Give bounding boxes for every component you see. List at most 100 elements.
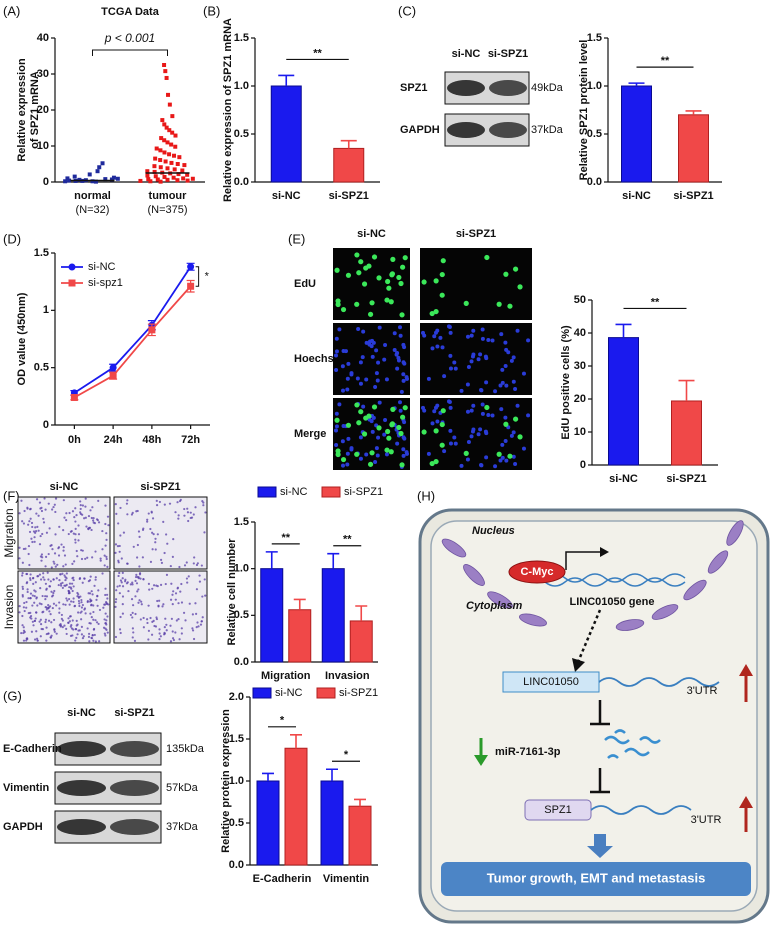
bar: [333, 147, 365, 183]
point: [171, 175, 176, 180]
micrograph: [333, 248, 410, 320]
cell: [194, 506, 197, 509]
cell: [70, 600, 73, 603]
cell: [158, 599, 161, 602]
inhibit: [590, 768, 610, 794]
cell: [154, 541, 157, 544]
cell: [176, 501, 179, 504]
cell: [29, 578, 32, 582]
cell: [48, 610, 51, 613]
cell: [52, 602, 56, 605]
column-label: si-SPZ1: [456, 228, 496, 240]
cell: [39, 635, 42, 638]
size-label: 37kDa: [531, 124, 564, 136]
cell: [158, 638, 161, 641]
edu-cell: [335, 298, 341, 304]
cell: [77, 595, 80, 598]
cell-inner: [430, 520, 758, 912]
edu-cell: [503, 421, 509, 427]
error-bar: [265, 551, 278, 569]
cell: [39, 534, 42, 538]
cell: [62, 499, 65, 502]
point: [158, 165, 163, 170]
cell: [105, 532, 108, 535]
nucleus: [490, 338, 495, 343]
cell: [81, 581, 84, 584]
nucleus: [430, 346, 435, 351]
cell: [195, 563, 199, 567]
x-tick-label: 24h: [104, 434, 123, 446]
point: [115, 176, 120, 181]
cell: [80, 549, 83, 552]
nucleus: [478, 427, 483, 432]
cell: [147, 604, 150, 607]
cell: [147, 582, 150, 585]
cell: [29, 592, 33, 595]
x-tick-label: E-Cadherin: [253, 873, 312, 885]
cell: [27, 597, 30, 600]
cell: [62, 565, 65, 568]
point: [87, 172, 92, 177]
nucleus: [435, 419, 440, 424]
nucleus: [334, 428, 339, 433]
cell: [78, 604, 81, 608]
band: [110, 819, 159, 835]
cell: [95, 621, 99, 624]
edu-cell: [345, 272, 352, 278]
nucleus: [398, 408, 403, 413]
cell: [180, 601, 184, 604]
nucleus: [401, 378, 406, 383]
cell: [139, 618, 142, 621]
cell: [72, 597, 75, 600]
annotation: *: [344, 749, 349, 761]
cell: [152, 584, 156, 587]
nucleus: [395, 366, 400, 371]
error-bar: [327, 552, 340, 569]
cell: [131, 581, 134, 584]
nucleus: [476, 432, 481, 437]
nucleus: [433, 330, 438, 335]
error-bar: [678, 379, 695, 401]
cell: [38, 501, 42, 504]
cell: [104, 544, 107, 547]
cell: [44, 595, 47, 598]
point: [160, 118, 165, 123]
cell: [50, 621, 53, 624]
cell: [75, 636, 78, 640]
size-label: 135kDa: [166, 743, 205, 755]
cell: [93, 627, 96, 631]
cell: [136, 543, 139, 547]
transwell-image: [113, 570, 208, 644]
edu-cell: [354, 252, 360, 258]
edu-cell: [354, 451, 360, 457]
c-myc: [508, 560, 566, 584]
cell: [85, 525, 88, 528]
cell: [114, 543, 118, 546]
cell: [124, 578, 127, 581]
cell: [20, 499, 23, 502]
edu-cell: [439, 442, 445, 448]
cell: [76, 633, 79, 636]
cell: [169, 598, 173, 601]
cell: [60, 543, 63, 546]
cell: [188, 602, 191, 605]
cell: [135, 582, 139, 585]
cell: [166, 542, 169, 545]
cell: [118, 550, 121, 553]
cell: [84, 497, 87, 500]
y-tick-label: 10: [574, 426, 586, 438]
cell: [47, 552, 50, 556]
cell: [151, 620, 154, 624]
nucleus: [334, 353, 339, 358]
cell: [157, 604, 160, 607]
x-tick-label: si-NC: [272, 190, 301, 202]
cell: [39, 587, 42, 590]
cell: [196, 621, 199, 624]
cell: [67, 617, 70, 620]
cell: [203, 578, 206, 581]
cell: [22, 522, 26, 525]
cell: [68, 511, 71, 515]
nucleus: [480, 402, 485, 407]
column-label: si-SPZ1: [140, 481, 180, 493]
cell: [131, 627, 134, 630]
